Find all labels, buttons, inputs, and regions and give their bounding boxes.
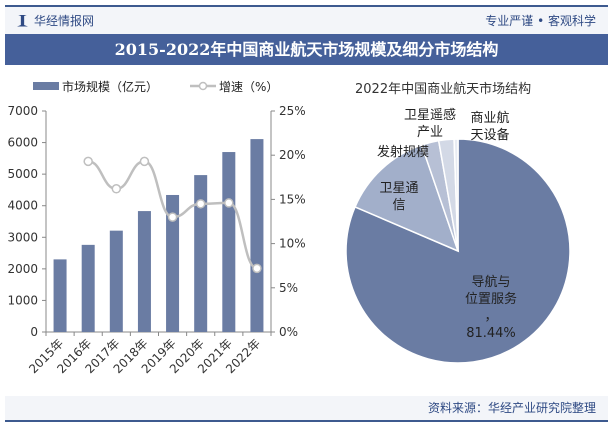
y-tick-label: 4000 xyxy=(7,199,38,213)
y-tick-label: 0 xyxy=(30,325,38,339)
y-tick-label: 6000 xyxy=(7,136,38,150)
pie-label: 卫星遥感产业 xyxy=(404,107,456,140)
bar xyxy=(109,230,123,332)
source-note: 资料来源：华经产业研究院整理 xyxy=(5,396,608,420)
y-tick-label: 5000 xyxy=(7,167,38,181)
growth-point xyxy=(195,199,206,209)
growth-point xyxy=(224,198,234,208)
bar xyxy=(53,259,67,332)
legend-line-label: 增速（%） xyxy=(219,80,278,94)
legend-bar-label: 市场规模（亿元） xyxy=(62,79,158,94)
bar xyxy=(250,139,264,332)
logo-icon xyxy=(17,14,28,27)
slogan: 专业严谨 • 客观科学 xyxy=(485,14,596,28)
y2-tick-label: 0% xyxy=(279,325,298,339)
y-tick-label: 7000 xyxy=(7,104,38,118)
bar xyxy=(81,244,95,332)
growth-point xyxy=(111,184,122,194)
y2-tick-label: 25% xyxy=(279,104,306,118)
growth-point xyxy=(167,212,178,222)
y2-tick-label: 20% xyxy=(279,148,306,162)
growth-point xyxy=(83,156,93,167)
y-tick-label: 1000 xyxy=(7,293,38,307)
top-border xyxy=(5,5,608,7)
y2-tick-label: 10% xyxy=(279,237,306,251)
page-title: 2015-2022年中国商业航天市场规模及细分市场结构 xyxy=(5,34,608,65)
pie-slice xyxy=(453,138,459,252)
pie-title: 2022年中国商业航天市场结构 xyxy=(355,81,531,97)
brand-logo: 华经情报网 xyxy=(17,12,94,29)
bar xyxy=(137,211,151,332)
pie-label-satellite-communication: 卫星通信 xyxy=(379,181,419,213)
y2-tick-label: 15% xyxy=(279,192,306,206)
y-tick-label: 3000 xyxy=(7,230,38,244)
growth-point xyxy=(252,263,262,274)
bar xyxy=(194,175,208,332)
pie-label: 导航与位置服务， 81.44% xyxy=(465,274,517,341)
pie-label: 发射规模 xyxy=(377,144,429,160)
bar xyxy=(166,194,180,332)
header: 华经情报网 专业严谨 • 客观科学 xyxy=(5,7,608,34)
legend-bar-swatch xyxy=(33,82,59,90)
growth-point xyxy=(139,156,150,167)
legend-line-marker xyxy=(198,81,208,91)
y2-tick-label: 5% xyxy=(279,281,298,295)
pie-slice xyxy=(354,144,460,253)
brand-name: 华经情报网 xyxy=(34,14,95,28)
y-tick-label: 2000 xyxy=(7,262,38,276)
bar xyxy=(222,152,236,332)
bottom-border xyxy=(5,420,608,422)
pie-label: 商业航天设备 xyxy=(470,110,509,143)
